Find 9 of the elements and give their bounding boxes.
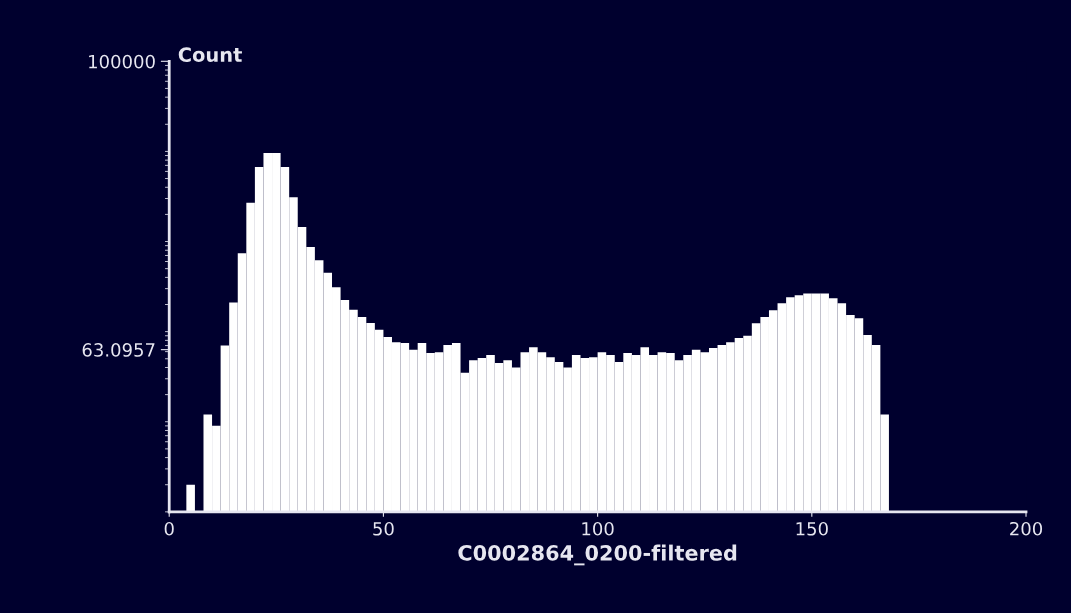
x-tick-label: 150 [796,521,828,536]
x-tick-label: 50 [373,521,394,536]
x-tick-label: 100 [582,521,614,536]
x-axis-title: C0002864_0200-filtered [458,544,737,566]
x-tick-label: 0 [164,521,174,536]
y-tick-label: 63.0957 [82,343,155,357]
y-axis-title: Count [178,47,242,63]
x-tick-label: 200 [1010,521,1043,536]
y-tick-label: 100000 [89,54,155,69]
